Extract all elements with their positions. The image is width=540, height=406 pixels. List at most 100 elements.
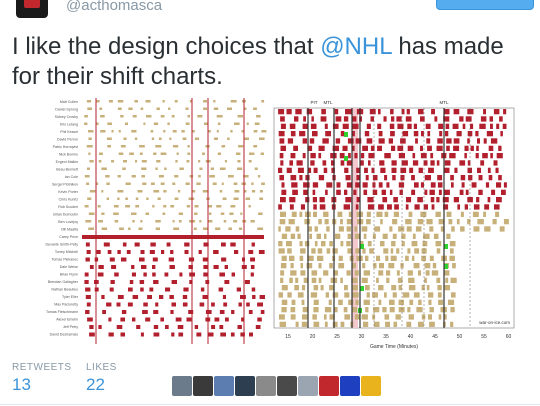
shift-block bbox=[370, 116, 374, 122]
shift-block bbox=[346, 182, 352, 188]
shift-mark bbox=[202, 295, 208, 299]
shift-block bbox=[445, 131, 449, 137]
user-avatar[interactable] bbox=[256, 376, 276, 396]
user-avatar[interactable] bbox=[214, 376, 234, 396]
shift-block bbox=[290, 131, 296, 137]
shift-block bbox=[281, 189, 287, 195]
shift-block bbox=[439, 131, 443, 137]
shift-block bbox=[342, 145, 348, 151]
player-name-label: Alexei Emelin bbox=[56, 318, 78, 322]
shift-block bbox=[393, 211, 399, 217]
shift-block bbox=[278, 204, 282, 210]
shift-block bbox=[464, 204, 468, 210]
shift-block bbox=[278, 292, 283, 298]
user-avatar[interactable] bbox=[235, 376, 255, 396]
shift-mark bbox=[171, 115, 175, 118]
follow-button[interactable] bbox=[436, 0, 534, 10]
shift-block bbox=[428, 292, 434, 298]
shift-mark bbox=[84, 205, 89, 208]
user-avatar[interactable] bbox=[361, 376, 381, 396]
shift-block bbox=[366, 138, 373, 144]
x-tick-label: 25 bbox=[334, 334, 340, 340]
shift-block bbox=[450, 321, 454, 327]
shift-block bbox=[381, 189, 386, 195]
shift-mark bbox=[171, 280, 177, 284]
shift-block bbox=[451, 226, 455, 232]
shift-block bbox=[378, 285, 384, 291]
player-name-label: Max Pacioretty bbox=[54, 303, 78, 307]
shift-block bbox=[421, 131, 424, 137]
shift-block bbox=[366, 123, 371, 129]
shift-mark bbox=[88, 137, 92, 140]
shift-mark bbox=[171, 302, 176, 307]
shift-mark bbox=[95, 122, 99, 125]
shift-block bbox=[321, 241, 326, 247]
shift-mark bbox=[89, 325, 94, 329]
shift-mark bbox=[196, 332, 202, 337]
shift-mark bbox=[116, 302, 121, 307]
shift-mark bbox=[100, 115, 105, 118]
shift-mark bbox=[150, 130, 154, 133]
avatar-logo bbox=[24, 0, 40, 8]
shift-block bbox=[476, 145, 479, 151]
shift-mark bbox=[223, 302, 228, 307]
shift-mark bbox=[114, 272, 119, 277]
mention-link[interactable]: @NHL bbox=[320, 33, 392, 60]
shift-block bbox=[335, 116, 342, 122]
tweet-media-image[interactable]: Matt Cullen Daniel Sprong Sidney Crosby Kri… bbox=[12, 94, 524, 350]
shift-block bbox=[501, 189, 506, 195]
user-avatar[interactable] bbox=[340, 376, 360, 396]
shift-block bbox=[352, 292, 359, 298]
shift-mark bbox=[219, 272, 225, 277]
player-name-label: Ben Lovejoy bbox=[58, 220, 78, 224]
shift-mark bbox=[145, 212, 149, 215]
likes-stat[interactable]: LIKES 22 bbox=[86, 362, 117, 395]
shift-block bbox=[390, 248, 394, 254]
shift-mark bbox=[110, 280, 115, 284]
shift-mark bbox=[156, 107, 160, 110]
shift-mark bbox=[114, 220, 119, 223]
shift-block bbox=[429, 189, 435, 195]
user-avatar[interactable] bbox=[193, 376, 213, 396]
user-avatar[interactable] bbox=[298, 376, 318, 396]
player-name-label: Dale Weise bbox=[60, 265, 78, 269]
shift-mark bbox=[147, 295, 152, 299]
shift-block bbox=[406, 226, 412, 232]
shift-block bbox=[390, 131, 395, 137]
shift-mark bbox=[84, 115, 88, 118]
shift-block bbox=[332, 248, 338, 254]
author-handle[interactable]: @acthomasca bbox=[66, 0, 163, 14]
shift-mark bbox=[141, 175, 145, 178]
shift-mark bbox=[141, 167, 147, 170]
shift-block bbox=[360, 153, 365, 159]
shift-block bbox=[392, 175, 396, 181]
author-avatar[interactable] bbox=[16, 0, 48, 18]
shift-mark bbox=[143, 272, 147, 277]
shift-mark bbox=[153, 122, 159, 125]
shift-mark bbox=[220, 212, 225, 215]
shift-mark bbox=[120, 115, 124, 118]
shift-mark bbox=[174, 100, 178, 103]
shift-mark bbox=[139, 280, 145, 284]
player-name-label: Sidney Crosby bbox=[55, 115, 79, 119]
shift-block bbox=[465, 116, 472, 122]
shift-block bbox=[430, 182, 436, 188]
shift-block bbox=[279, 219, 286, 225]
shift-block bbox=[443, 270, 450, 276]
shift-block bbox=[366, 219, 371, 225]
retweets-stat[interactable]: RETWEETS 13 bbox=[12, 362, 72, 395]
shift-block bbox=[365, 307, 369, 313]
shift-mark bbox=[132, 115, 137, 118]
user-avatar[interactable] bbox=[277, 376, 297, 396]
shift-block bbox=[401, 109, 405, 115]
shift-block bbox=[428, 167, 434, 173]
shift-block bbox=[438, 314, 442, 320]
shift-mark bbox=[157, 197, 161, 200]
shift-block bbox=[362, 182, 368, 188]
shift-mark bbox=[203, 242, 209, 247]
player-name-label: Patric Hornqvist bbox=[53, 145, 78, 149]
shift-block bbox=[420, 182, 424, 188]
user-avatar[interactable] bbox=[319, 376, 339, 396]
user-avatar[interactable] bbox=[172, 376, 192, 396]
shift-mark bbox=[167, 122, 170, 125]
